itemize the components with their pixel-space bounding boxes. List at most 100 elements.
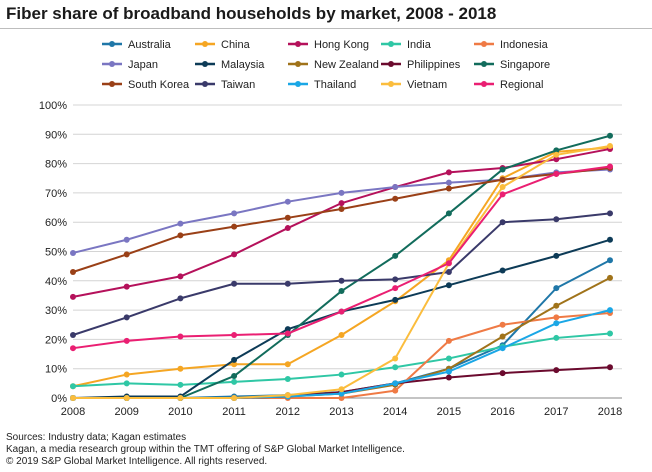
data-point [284, 392, 291, 399]
data-point [231, 223, 238, 230]
y-tick-label: 40% [45, 276, 67, 288]
legend-label: Regional [500, 79, 543, 91]
data-point [445, 260, 452, 267]
data-point [392, 184, 399, 191]
copyright-line: © 2019 S&P Global Market Intelligence. A… [6, 456, 268, 467]
legend-label: India [407, 39, 432, 51]
legend-marker [481, 61, 487, 67]
legend-item-malaysia: Malaysia [195, 59, 265, 71]
y-tick-label: 80% [45, 159, 67, 171]
data-point [123, 395, 130, 401]
data-point [392, 364, 399, 371]
data-point [123, 236, 130, 243]
line-chart: Australia China Hong Kong India Indonesia Jap… [39, 39, 622, 418]
data-point [70, 249, 76, 256]
data-point [70, 293, 76, 300]
source-notes: Sources: Industry data; Kagan estimates … [6, 432, 405, 468]
legend-label: South Korea [128, 79, 190, 91]
data-point [123, 251, 130, 258]
data-point [445, 169, 452, 176]
legend-label: Japan [128, 59, 158, 71]
data-point [284, 198, 291, 205]
data-point [445, 282, 452, 289]
series-lines [70, 132, 613, 401]
data-point [392, 355, 399, 362]
data-point [499, 166, 506, 173]
data-point [231, 251, 238, 258]
data-point [392, 276, 399, 283]
legend-item-taiwan: Taiwan [195, 79, 255, 91]
data-point [607, 274, 613, 281]
legend-marker [388, 41, 394, 47]
data-point [338, 206, 345, 213]
legend-item-thailand: Thailand [288, 79, 356, 91]
legend-marker [202, 41, 208, 47]
data-point [392, 296, 399, 303]
data-point [123, 283, 130, 290]
data-point [70, 383, 76, 390]
data-point [553, 334, 560, 341]
gridlines [73, 104, 622, 399]
data-point [553, 147, 560, 154]
data-point [338, 277, 345, 284]
data-point [177, 333, 184, 340]
data-point [553, 216, 560, 223]
data-point [499, 370, 506, 377]
data-point [445, 185, 452, 192]
legend-item-vietnam: Vietnam [381, 79, 447, 91]
data-point [392, 285, 399, 292]
legend-marker [295, 41, 301, 47]
data-point [553, 170, 560, 177]
legend-label: Taiwan [221, 79, 255, 91]
x-tick-label: 2013 [329, 406, 353, 418]
source-line: Sources: Industry data; Kagan estimates [6, 432, 187, 443]
data-point [392, 380, 399, 387]
x-tick-label: 2011 [222, 406, 246, 418]
data-point [553, 252, 560, 259]
x-tick-label: 2017 [544, 406, 568, 418]
data-point [607, 163, 613, 170]
legend-label: Australia [128, 39, 172, 51]
data-point [607, 307, 613, 314]
data-point [553, 285, 560, 292]
data-point [499, 321, 506, 328]
data-point [445, 179, 452, 186]
data-point [553, 320, 560, 327]
data-point [231, 356, 238, 363]
data-point [284, 326, 291, 333]
legend-marker [481, 81, 487, 87]
data-point [338, 200, 345, 207]
data-point [70, 345, 76, 352]
series-regional [70, 163, 613, 352]
data-point [499, 184, 506, 191]
legend-marker [109, 41, 115, 47]
legend-item-japan: Japan [102, 59, 158, 71]
legend-item-philippines: Philippines [381, 59, 461, 71]
series-vietnam [70, 143, 613, 401]
legend-label: Thailand [314, 79, 356, 91]
x-tick-label: 2010 [168, 406, 192, 418]
legend-item-indonesia: Indonesia [474, 39, 549, 51]
data-point [231, 395, 238, 401]
legend-item-singapore: Singapore [474, 59, 550, 71]
x-axis: 2008 2009 2010 2011 2012 2013 2014 2015 2016 2017… [61, 406, 622, 418]
legend-marker [202, 81, 208, 87]
legend-label: China [221, 39, 251, 51]
data-point [607, 330, 613, 337]
data-point [338, 189, 345, 196]
data-point [338, 308, 345, 315]
legend-marker [388, 81, 394, 87]
legend-item-regional: Regional [474, 79, 543, 91]
data-point [284, 375, 291, 382]
legend-item-australia: Australia [102, 39, 172, 51]
y-tick-label: 60% [45, 217, 67, 229]
legend-item-south-korea: South Korea [102, 79, 190, 91]
data-point [445, 337, 452, 344]
legend-item-india: India [381, 39, 432, 51]
data-point [123, 371, 130, 378]
data-point [70, 332, 76, 339]
data-point [231, 378, 238, 385]
chart-title: Fiber share of broadband households by m… [6, 4, 497, 23]
data-point [231, 373, 238, 380]
credit-line: Kagan, a media research group within the… [6, 444, 405, 455]
